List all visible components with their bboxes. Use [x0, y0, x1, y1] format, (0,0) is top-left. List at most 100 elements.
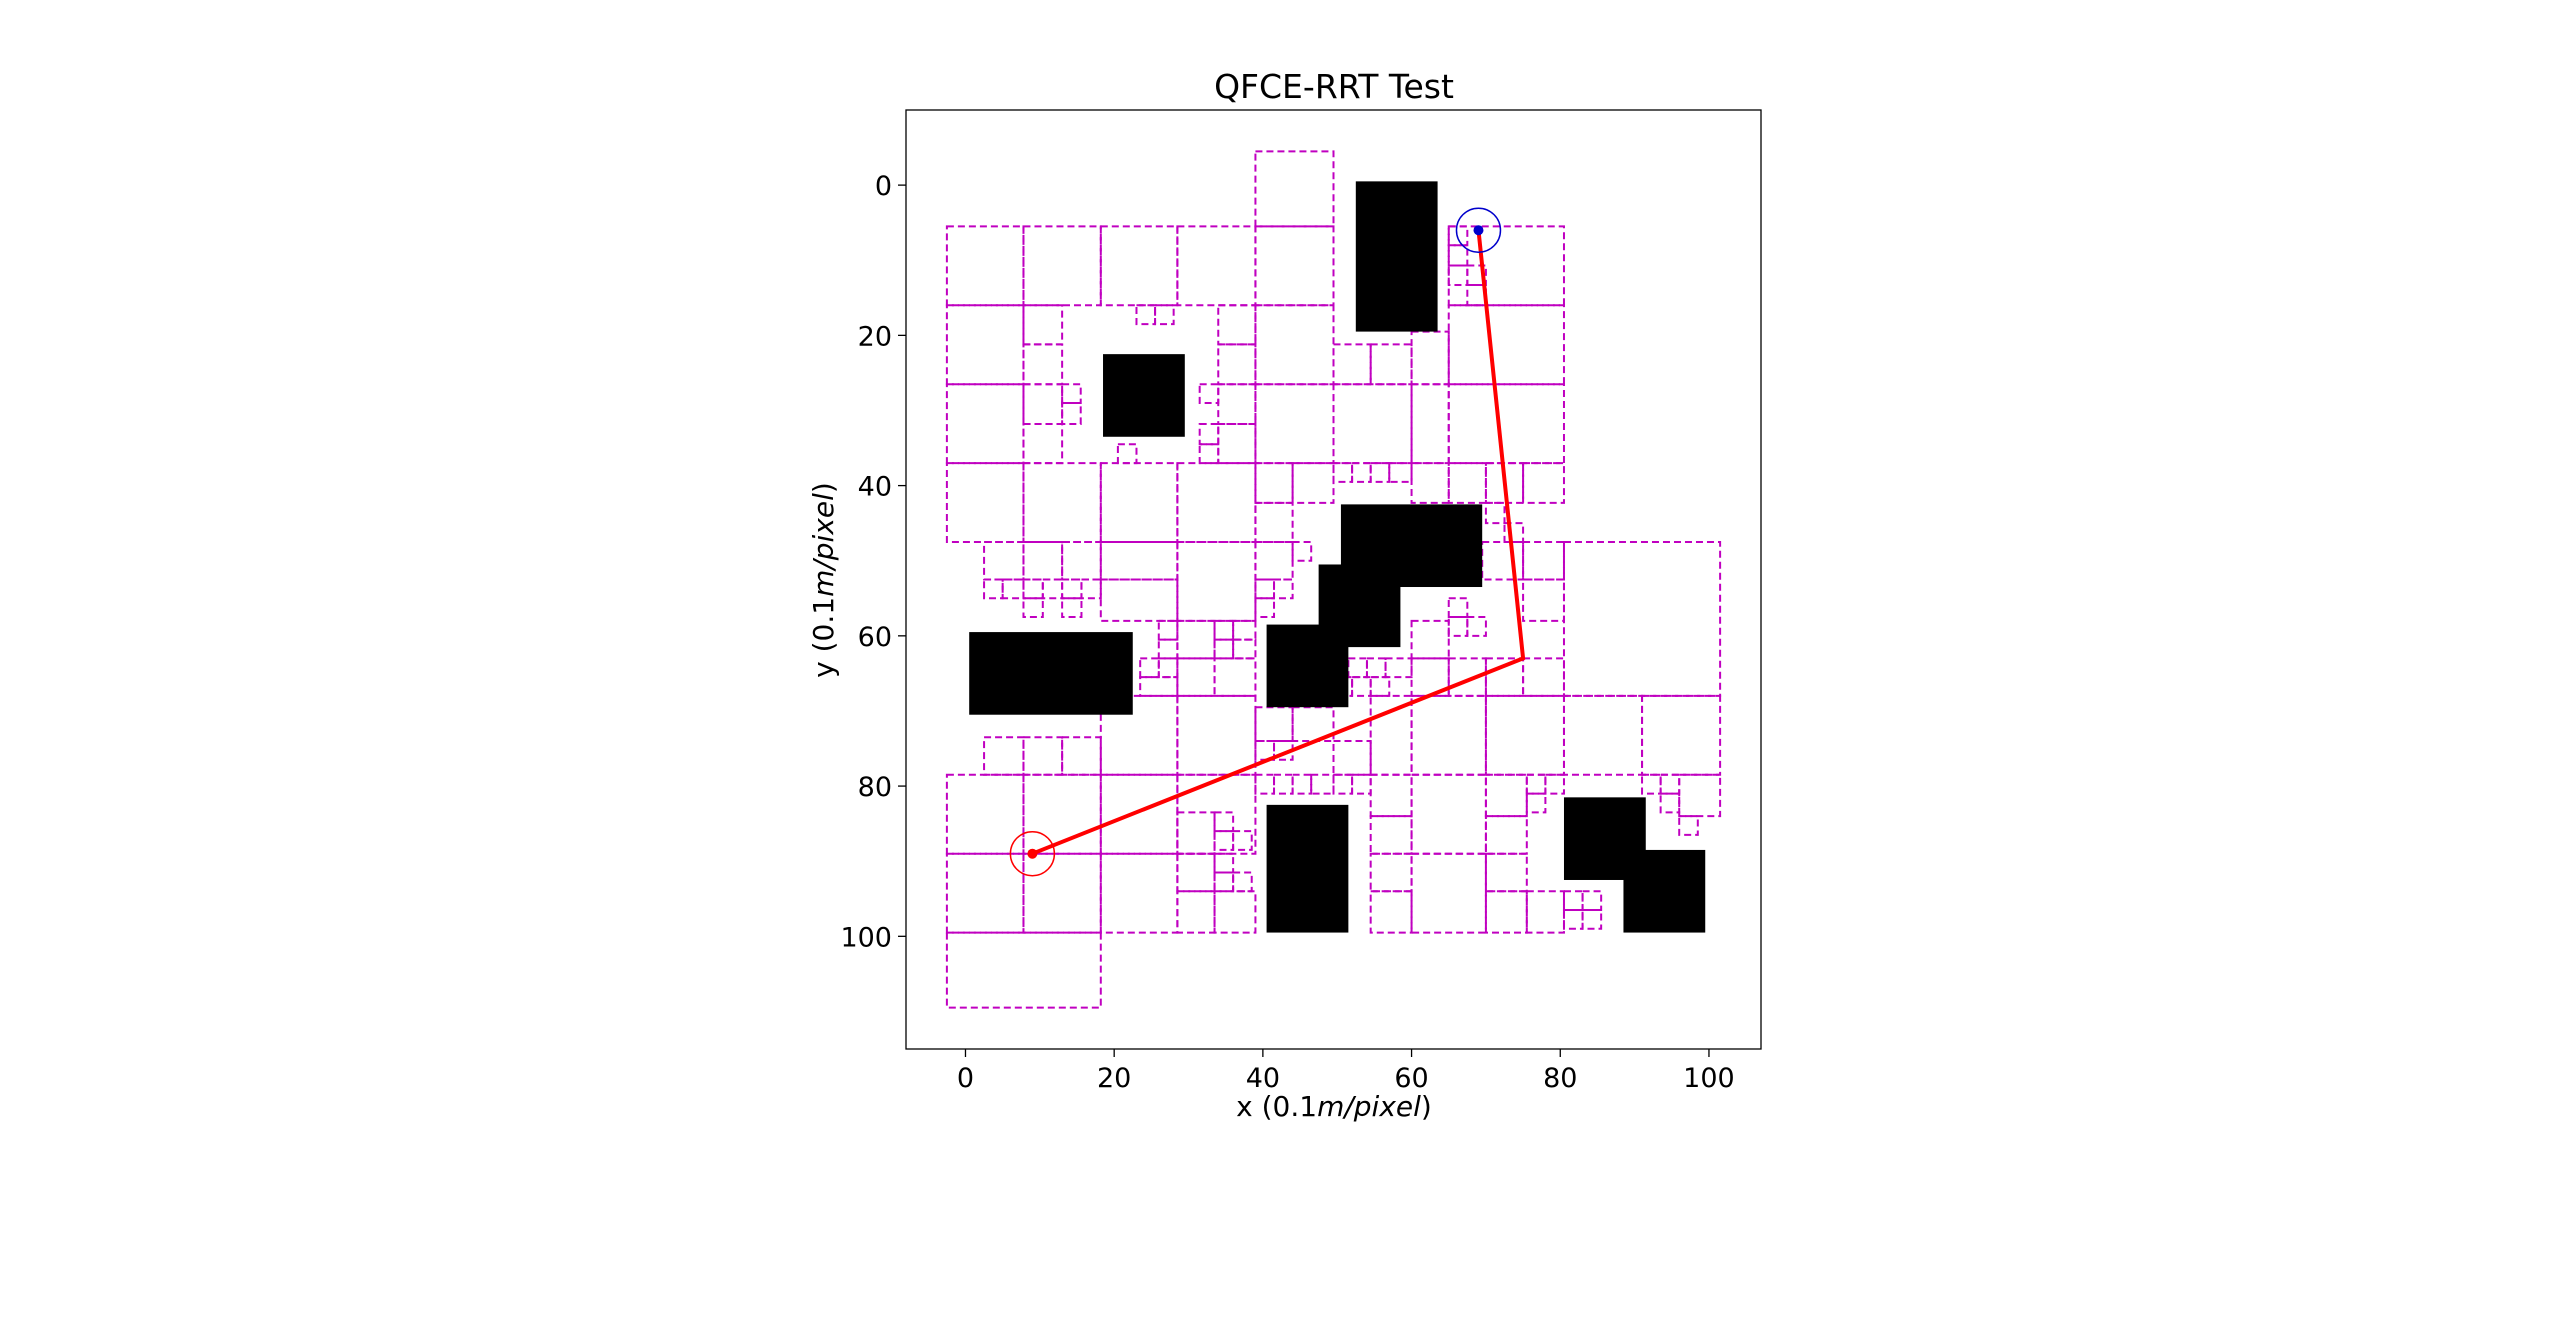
free-cell	[1213, 890, 1257, 934]
free-cell	[1213, 811, 1235, 833]
free-cell	[1310, 773, 1335, 795]
x-tick-label: 80	[1543, 1063, 1577, 1094]
obstacle	[969, 632, 1133, 715]
free-cell	[1525, 792, 1547, 814]
free-cell	[1678, 773, 1722, 818]
y-axis-label: y (0.1m/pixel)	[807, 482, 840, 678]
goal-point	[1473, 225, 1484, 236]
free-cell	[1351, 462, 1372, 483]
free-cell	[1273, 773, 1294, 795]
x-tick-label: 100	[1683, 1063, 1735, 1094]
y-axis-label-prefix: y (0.1	[807, 597, 840, 678]
free-cell	[1525, 773, 1547, 795]
free-cell	[1176, 540, 1257, 622]
free-cell	[1022, 225, 1102, 307]
y-tick-label: 100	[840, 922, 892, 953]
free-cell	[1332, 383, 1413, 465]
free-cell	[1135, 304, 1157, 326]
free-cell	[1466, 264, 1487, 287]
free-cell	[1447, 225, 1565, 307]
free-cell	[1022, 423, 1064, 465]
free-cell	[1217, 383, 1257, 426]
y-axis-label-unit: m/pixel	[807, 493, 840, 597]
free-cell	[1099, 540, 1179, 581]
free-cell	[1176, 773, 1257, 855]
obstacle	[1623, 849, 1706, 933]
start-goal-markers	[1009, 207, 1502, 877]
free-cell	[1213, 657, 1257, 697]
obstacles	[969, 181, 1706, 933]
free-cell	[1410, 852, 1487, 934]
obstacle	[1266, 804, 1349, 933]
y-tick-label: 60	[858, 622, 892, 653]
axes-frame	[905, 109, 1762, 1050]
free-cell	[1447, 244, 1469, 267]
free-cell	[1061, 736, 1102, 776]
free-cell	[1176, 462, 1257, 543]
free-cell	[1254, 462, 1294, 504]
free-cell	[1232, 830, 1253, 851]
free-cell	[1388, 462, 1413, 483]
free-cell	[1157, 619, 1179, 641]
free-cell	[1562, 909, 1584, 930]
free-cell	[1154, 304, 1175, 326]
x-tick-label: 0	[957, 1063, 974, 1094]
x-axis-label-prefix: x (0.1	[1236, 1090, 1317, 1123]
chart-title: QFCE-RRT Test	[1214, 67, 1454, 106]
free-cell	[1213, 852, 1235, 874]
free-cell	[1001, 578, 1025, 600]
free-cell	[1384, 657, 1413, 679]
obstacle	[1103, 354, 1185, 437]
free-cell	[1061, 597, 1083, 619]
free-cell	[1447, 597, 1469, 619]
free-cell	[1198, 383, 1220, 404]
free-cell	[1447, 383, 1565, 465]
y-tick-label: 0	[875, 171, 892, 202]
free-cell	[1641, 773, 1662, 795]
free-cell	[1022, 343, 1064, 386]
free-cell	[1099, 578, 1179, 622]
y-tick-label: 40	[858, 472, 892, 503]
x-tick-label: 60	[1394, 1063, 1428, 1094]
obstacle	[1355, 181, 1438, 332]
free-cell	[1484, 815, 1528, 855]
free-cell	[1484, 852, 1528, 893]
free-cell	[1022, 462, 1102, 543]
free-cell	[1254, 150, 1335, 228]
free-cell	[1332, 462, 1354, 483]
free-cell	[1273, 578, 1294, 600]
x-axis-label-suffix: )	[1421, 1090, 1432, 1123]
free-cell	[1176, 694, 1257, 776]
free-cell	[1232, 638, 1257, 660]
free-cell	[1061, 401, 1082, 426]
free-cell	[1291, 706, 1335, 743]
free-cell	[1061, 383, 1082, 404]
free-cell	[1176, 225, 1257, 307]
free-cell	[1641, 694, 1722, 776]
y-axis-ticks: 0 20 40 60 80 100	[840, 171, 906, 953]
free-cell	[1369, 773, 1413, 818]
free-cell	[1581, 909, 1603, 930]
y-tick-label: 80	[858, 772, 892, 803]
free-cell	[1213, 871, 1235, 893]
free-cell	[1484, 694, 1565, 776]
free-cell	[1503, 522, 1525, 543]
y-axis-label-suffix: )	[807, 482, 840, 493]
free-cell	[1254, 501, 1294, 543]
path-line	[1031, 229, 1526, 856]
free-cell	[1254, 597, 1276, 619]
free-cell	[1659, 792, 1681, 814]
free-cell	[1291, 462, 1335, 504]
free-cell	[1678, 815, 1699, 836]
free-cell	[1232, 619, 1257, 641]
free-cell	[1022, 852, 1102, 934]
free-cell	[1198, 423, 1220, 446]
free-cell	[1484, 462, 1525, 504]
free-cell	[1562, 694, 1644, 776]
free-cell	[1522, 462, 1565, 504]
free-cell	[1544, 773, 1565, 795]
free-cell	[1022, 597, 1044, 619]
free-cell	[945, 931, 1102, 1009]
